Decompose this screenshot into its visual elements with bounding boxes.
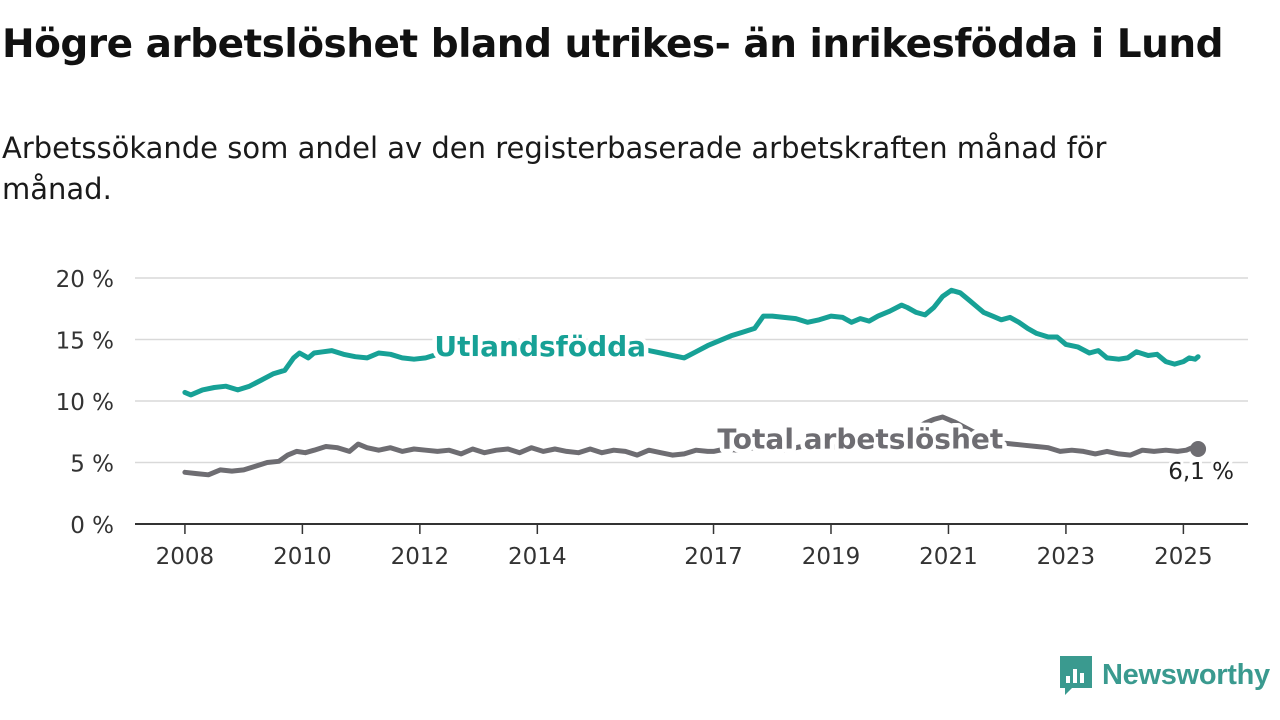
x-tick-label: 2014 [508,544,567,570]
x-tick-label: 2019 [802,544,861,570]
x-tick-label: 2023 [1037,544,1096,570]
x-tick-label: 2008 [156,544,215,570]
end-point-marker [1190,440,1207,457]
series-label-utlandsfodda: Utlandsfödda [434,330,646,363]
series-line-total [182,414,1201,478]
axis-layer: 0 % 5 % 10 % 15 % 20 % 2008 2010 2012 2014 2017 20… [56,267,1248,570]
y-tick-label: 10 % [56,390,114,416]
label-layer: Utlandsfödda Total arbetslöshet 6,1 % [430,326,1237,488]
y-tick-label: 15 % [56,329,114,355]
x-tick-label: 2010 [273,544,332,570]
series-layer [182,287,1201,478]
newsworthy-logo-icon [1060,656,1092,695]
brand-name: Newsworthy [1102,658,1270,691]
series-label-total: Total arbetslöshet [717,422,1003,455]
y-tick-label: 0 % [70,513,114,539]
y-tick-label: 20 % [56,267,114,293]
page-title: Högre arbetslöshet bland utrikes- än inr… [2,22,1224,67]
x-tick-label: 2017 [684,544,743,570]
x-tick-label: 2021 [919,544,978,570]
page-subtitle: Arbetssökande som andel av den registerb… [2,131,1107,206]
y-tick-label: 5 % [70,452,114,478]
x-tick-label: 2012 [391,544,450,570]
series-line-utlandsfodda [182,287,1201,398]
x-tick-label: 2025 [1154,544,1213,570]
brand-logo: Newsworthy [1058,654,1270,696]
end-value-label: 6,1 % [1168,459,1234,485]
grid-layer [135,277,1248,464]
